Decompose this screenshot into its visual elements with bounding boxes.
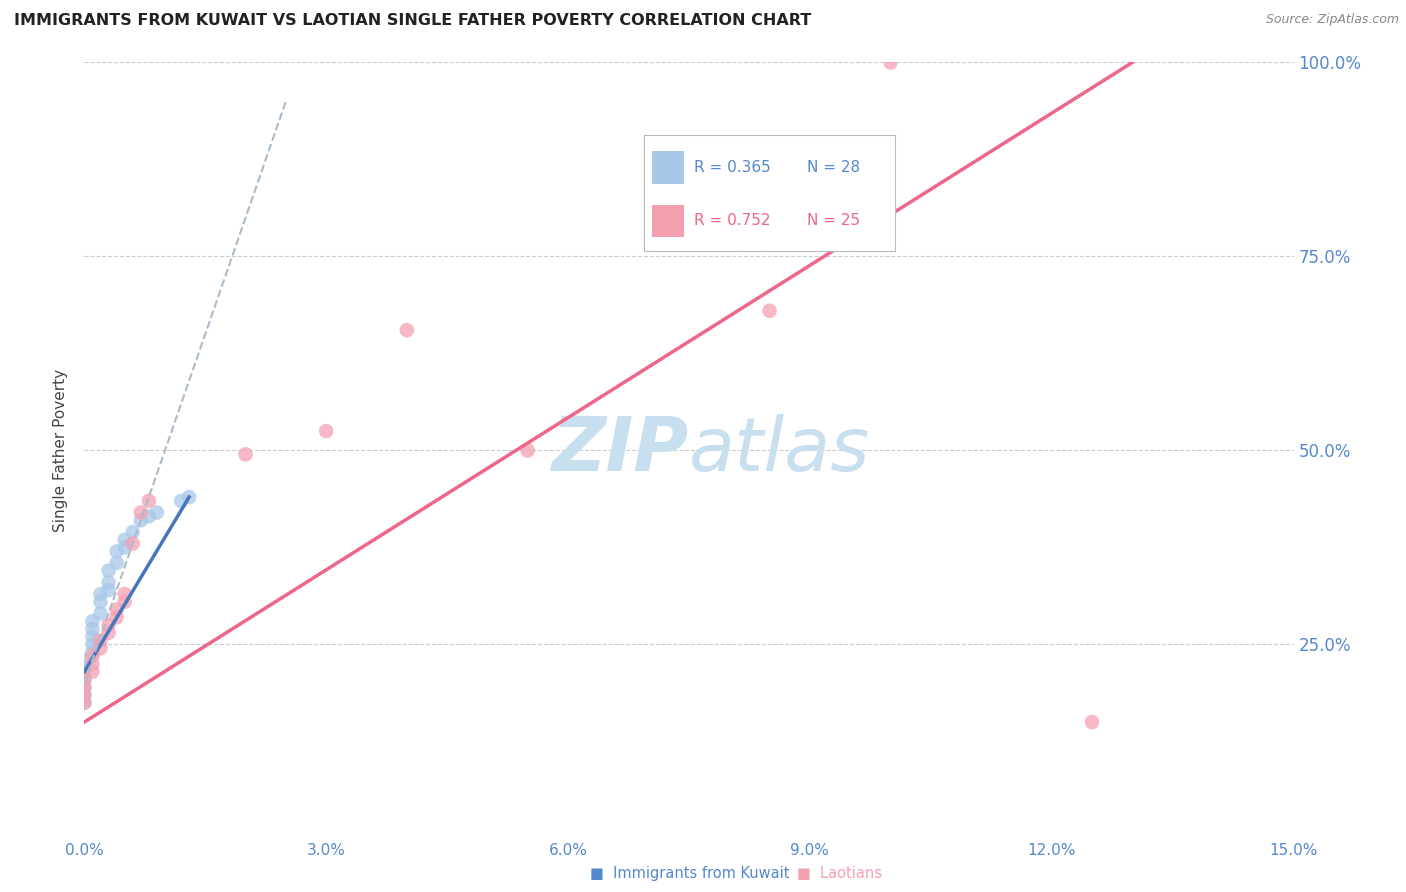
Point xyxy=(315,424,337,438)
Text: Source: ZipAtlas.com: Source: ZipAtlas.com xyxy=(1265,13,1399,27)
Bar xyxy=(652,151,685,184)
Point xyxy=(114,541,136,555)
Point xyxy=(82,645,104,659)
Point xyxy=(97,618,120,632)
Point xyxy=(235,447,257,461)
Point xyxy=(82,614,104,628)
Point xyxy=(129,513,152,527)
Text: ■  Immigrants from Kuwait: ■ Immigrants from Kuwait xyxy=(591,866,789,881)
Point xyxy=(73,661,96,675)
Point xyxy=(879,55,901,70)
Point xyxy=(146,506,169,520)
Point xyxy=(82,622,104,636)
Point xyxy=(395,323,418,337)
Point xyxy=(114,533,136,547)
Point xyxy=(516,443,538,458)
Point xyxy=(82,630,104,644)
Point xyxy=(170,494,193,508)
Text: ZIP: ZIP xyxy=(551,414,689,487)
Text: ■  Laotians: ■ Laotians xyxy=(797,866,882,881)
Point xyxy=(105,610,128,624)
Point xyxy=(73,688,96,702)
Point xyxy=(73,673,96,687)
Point xyxy=(114,587,136,601)
Point xyxy=(73,696,96,710)
Point xyxy=(1081,715,1104,730)
Point xyxy=(129,506,152,520)
Point xyxy=(121,524,143,539)
Point xyxy=(73,688,96,702)
Point xyxy=(97,583,120,598)
Point xyxy=(105,544,128,558)
Point xyxy=(97,625,120,640)
Text: R = 0.752: R = 0.752 xyxy=(695,213,770,228)
Point xyxy=(138,494,160,508)
Point xyxy=(73,673,96,687)
Point xyxy=(97,575,120,590)
Point xyxy=(89,607,111,621)
Point xyxy=(97,564,120,578)
Point xyxy=(89,633,111,648)
Point xyxy=(105,556,128,570)
Point xyxy=(73,696,96,710)
Y-axis label: Single Father Poverty: Single Father Poverty xyxy=(53,369,69,532)
Text: R = 0.365: R = 0.365 xyxy=(695,160,770,175)
Point xyxy=(82,649,104,664)
Point xyxy=(179,490,201,504)
Point xyxy=(758,303,780,318)
Point xyxy=(121,536,143,550)
Point xyxy=(89,587,111,601)
Point xyxy=(82,657,104,671)
Bar xyxy=(652,204,685,237)
Point xyxy=(73,665,96,679)
Point xyxy=(73,653,96,667)
Point xyxy=(114,595,136,609)
Text: atlas: atlas xyxy=(689,415,870,486)
Point xyxy=(138,509,160,524)
Text: IMMIGRANTS FROM KUWAIT VS LAOTIAN SINGLE FATHER POVERTY CORRELATION CHART: IMMIGRANTS FROM KUWAIT VS LAOTIAN SINGLE… xyxy=(14,13,811,29)
Point xyxy=(89,641,111,656)
Text: N = 28: N = 28 xyxy=(807,160,860,175)
Point xyxy=(82,637,104,651)
Point xyxy=(105,602,128,616)
Text: N = 25: N = 25 xyxy=(807,213,860,228)
Point xyxy=(89,595,111,609)
Point xyxy=(73,680,96,694)
Point xyxy=(82,665,104,679)
Point xyxy=(73,680,96,694)
